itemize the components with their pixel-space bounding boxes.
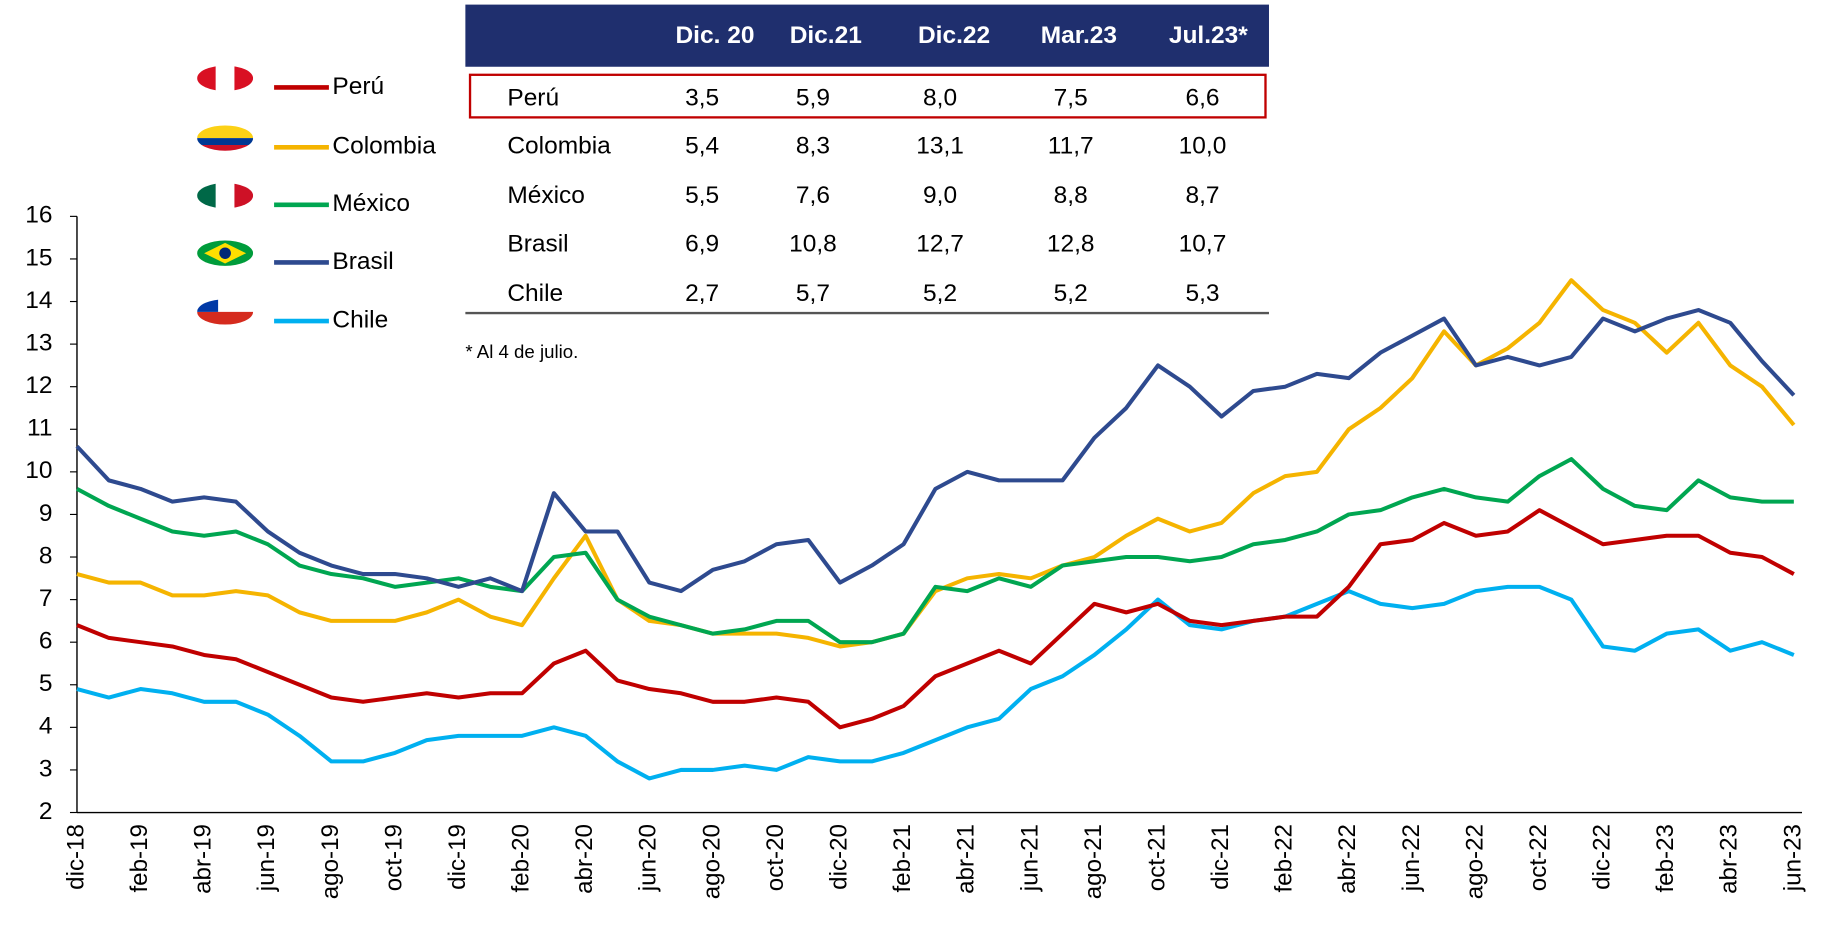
x-tick-label: oct-20	[762, 824, 789, 891]
y-tick-label: 3	[39, 755, 53, 782]
table-cell: 5,2	[1054, 280, 1088, 307]
table-cell: 8,7	[1185, 182, 1219, 209]
x-tick-label: feb-23	[1652, 824, 1679, 893]
legend-label: México	[332, 190, 410, 217]
table-cell: 5,7	[796, 280, 830, 307]
x-tick-label: ago-19	[317, 824, 344, 899]
x-tick-label: dic-22	[1588, 824, 1615, 890]
y-tick-label: 9	[39, 500, 53, 527]
table-header-cell: Jul.23*	[1169, 22, 1248, 49]
x-tick-label: feb-20	[507, 824, 534, 893]
series-line	[76, 457, 1794, 645]
flag-peru	[197, 65, 254, 91]
y-tick-label: 16	[25, 202, 52, 229]
table-header-cell: Dic. 20	[675, 22, 754, 49]
x-tick-label: dic-19	[444, 824, 471, 890]
x-tick-label: ago-22	[1461, 824, 1488, 899]
x-tick-label: feb-19	[126, 824, 153, 893]
table-cell: 8,3	[796, 133, 830, 160]
y-tick-label: 10	[25, 457, 52, 484]
legend-label: Perú	[332, 73, 384, 100]
flag-mexico	[197, 182, 254, 209]
y-tick-label: 7	[39, 585, 53, 612]
table-header-cell: Dic.21	[790, 22, 862, 49]
x-tick-label: abr-20	[571, 824, 598, 894]
x-tick-label: jun-21	[1016, 824, 1043, 892]
table-row-label: México	[507, 182, 585, 209]
y-tick-label: 12	[25, 372, 52, 399]
x-tick-label: oct-22	[1525, 824, 1552, 891]
table-cell: 8,0	[923, 84, 957, 111]
table-cell: 10,8	[789, 231, 837, 258]
table-header-cell: Dic.22	[918, 22, 990, 49]
table-cell: 12,8	[1047, 231, 1095, 258]
table-cell: 5,2	[923, 280, 957, 307]
row-highlight	[468, 73, 1267, 119]
y-tick-label: 6	[39, 628, 53, 655]
series-line	[76, 508, 1795, 730]
table-cell: 5,4	[685, 133, 719, 160]
table-header	[465, 4, 1269, 67]
table-cell: 6,6	[1185, 84, 1219, 111]
x-tick-label: abr-22	[1334, 824, 1361, 894]
x-tick-label: oct-21	[1143, 824, 1170, 891]
table-cell: 2,7	[685, 280, 719, 307]
table-cell: 8,8	[1054, 182, 1088, 209]
x-tick-label: feb-22	[1270, 824, 1297, 893]
table-row-label: Chile	[507, 280, 563, 307]
x-tick-label: abr-23	[1716, 824, 1743, 894]
y-tick-label: 8	[39, 543, 53, 570]
y-tick-label: 15	[25, 244, 52, 271]
table-cell: 13,1	[916, 133, 964, 160]
table-cell: 5,5	[685, 182, 719, 209]
legend-label: Colombia	[332, 133, 436, 160]
table-row-label: Perú	[507, 84, 559, 111]
x-tick-label: jun-22	[1398, 824, 1425, 892]
y-tick-label: 14	[25, 287, 52, 314]
legend-label: Brasil	[332, 248, 393, 275]
y-tick-label: 13	[25, 330, 52, 357]
x-tick-label: jun-23	[1779, 824, 1806, 892]
x-tick-label: oct-19	[380, 824, 407, 891]
flag-chile	[197, 299, 254, 325]
table-cell: 10,0	[1179, 133, 1227, 160]
table-cell: 7,5	[1054, 84, 1088, 111]
table-cell: 7,6	[796, 182, 830, 209]
table-header-cell: Mar.23	[1041, 22, 1117, 49]
table-cell: 5,9	[796, 84, 830, 111]
series-line	[76, 278, 1796, 649]
x-tick-label: dic-21	[1207, 824, 1234, 890]
x-tick-label: ago-21	[1080, 824, 1107, 899]
x-tick-label: abr-19	[189, 824, 216, 894]
table-row-label: Brasil	[507, 231, 568, 258]
flag-colombia	[197, 125, 254, 151]
y-tick-label: 11	[27, 415, 52, 442]
table-cell: 6,9	[685, 231, 719, 258]
flag-brasil	[197, 240, 254, 266]
table-cell: 3,5	[685, 84, 719, 111]
x-tick-label: dic-18	[62, 824, 89, 890]
y-tick-label: 2	[39, 798, 53, 825]
series-line	[75, 308, 1796, 594]
legend-label: Chile	[332, 307, 388, 334]
y-tick-label: 5	[39, 670, 53, 697]
table-cell: 9,0	[923, 182, 957, 209]
table-cell: 10,7	[1179, 231, 1227, 258]
table-row-label: Colombia	[507, 133, 611, 160]
x-tick-label: feb-21	[889, 824, 916, 893]
footnote: * Al 4 de julio.	[465, 341, 578, 362]
series-line	[76, 584, 1795, 781]
table-cell: 11,7	[1048, 133, 1094, 160]
y-tick-label: 4	[39, 713, 53, 740]
table-cell: 5,3	[1185, 280, 1219, 307]
x-tick-label: jun-20	[635, 824, 662, 892]
x-tick-label: dic-20	[825, 824, 852, 890]
x-tick-label: abr-21	[953, 824, 980, 894]
table-cell: 12,7	[916, 231, 964, 258]
x-tick-label: jun-19	[253, 824, 280, 892]
x-tick-label: ago-20	[698, 824, 725, 899]
